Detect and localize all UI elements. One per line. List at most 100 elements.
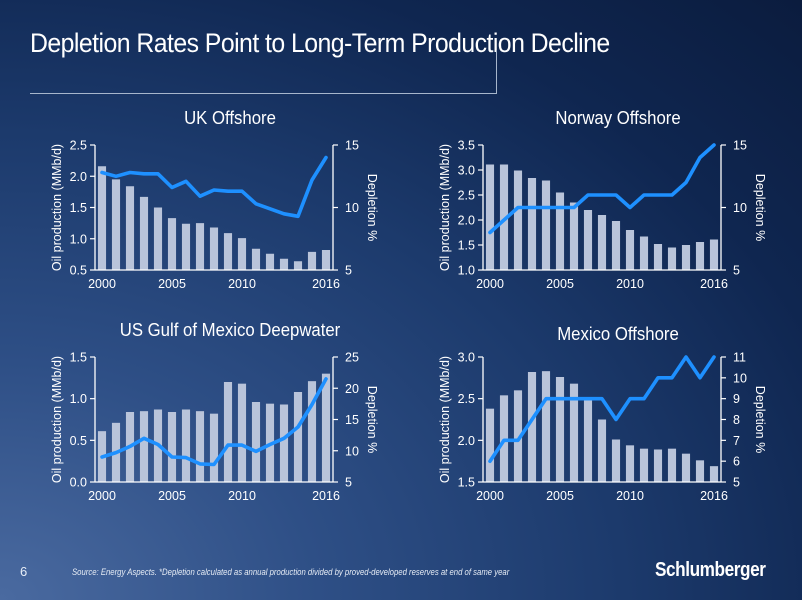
y2-axis-label: Depletion %: [753, 386, 767, 453]
bar-2003: [527, 372, 537, 482]
bar-2006: [569, 202, 579, 270]
bar-2006: [569, 383, 579, 482]
x-tick-label: 2016: [700, 489, 728, 503]
right-tick-label: 5: [345, 476, 352, 490]
bar-2012: [653, 449, 663, 482]
bar-2012: [653, 244, 663, 270]
bar-2003: [139, 411, 149, 482]
bar-2011: [251, 402, 261, 482]
x-tick-label: 2005: [158, 277, 186, 291]
left-tick-label: 2.0: [70, 170, 87, 184]
bar-2016: [321, 250, 331, 270]
bar-2005: [167, 218, 177, 270]
bar-2004: [153, 207, 163, 270]
right-tick-label: 20: [345, 382, 359, 396]
bar-2000: [97, 166, 107, 270]
chart-uk-offshore: UK Offshore 0.5 1.0 1.5 2.0 2.5 5 10 15 2000 2005…: [40, 108, 420, 318]
right-tick-label: 5: [733, 264, 740, 278]
bar-2011: [639, 448, 649, 482]
right-tick-label: 7: [733, 434, 740, 448]
bar-2016: [321, 373, 331, 482]
left-tick-label: 1.5: [458, 476, 475, 490]
x-tick-label: 2005: [546, 277, 574, 291]
right-tick-label: 10: [733, 371, 747, 385]
y-axis-label: Oil production (MMb/d): [50, 144, 64, 271]
x-tick-label: 2016: [312, 277, 340, 291]
bar-2007: [195, 223, 205, 270]
right-tick-label: 15: [733, 139, 747, 153]
right-tick-label: 5: [345, 264, 352, 278]
bar-2015: [307, 381, 317, 482]
left-tick-label: 3.5: [458, 139, 475, 153]
bar-2002: [513, 390, 523, 482]
chart-title: Norway Offshore: [555, 108, 681, 128]
y-axis-label: Oil production (MMb/d): [50, 356, 64, 483]
left-tick-label: 1.0: [458, 264, 475, 278]
bar-2014: [681, 453, 691, 482]
x-tick-label: 2005: [546, 489, 574, 503]
slide-title: Depletion Rates Point to Long-Term Produ…: [30, 28, 610, 58]
right-tick-label: 6: [733, 455, 740, 469]
title-divider: [30, 93, 497, 94]
bar-2003: [527, 178, 537, 270]
left-tick-label: 2.0: [458, 214, 475, 228]
y2-axis-label: Depletion %: [365, 386, 379, 453]
source-note: Source: Energy Aspects. *Depletion calcu…: [72, 567, 510, 577]
right-tick-label: 10: [345, 201, 359, 215]
x-tick-label: 2000: [476, 277, 504, 291]
bar-2013: [667, 247, 677, 270]
right-tick-label: 9: [733, 392, 740, 406]
bar-2010: [237, 238, 247, 270]
right-tick-label: 5: [733, 476, 740, 490]
schlumberger-logo: Schlumberger: [655, 559, 766, 581]
bar-2004: [541, 180, 551, 270]
left-tick-label: 1.5: [458, 239, 475, 253]
right-tick-label: 15: [345, 413, 359, 427]
bar-2001: [499, 164, 509, 270]
left-tick-label: 1.5: [70, 351, 87, 365]
bar-2002: [513, 170, 523, 270]
left-tick-label: 0.5: [70, 434, 87, 448]
bar-2008: [597, 215, 607, 270]
bar-2014: [293, 392, 303, 482]
left-tick-label: 2.0: [458, 434, 475, 448]
x-tick-label: 2010: [228, 489, 256, 503]
x-tick-label: 2010: [228, 277, 256, 291]
bar-2013: [279, 404, 289, 482]
x-tick-label: 2005: [158, 489, 186, 503]
bar-2002: [125, 186, 135, 270]
chart-title: Mexico Offshore: [557, 324, 679, 344]
right-tick-label: 10: [345, 444, 359, 458]
bar-2007: [583, 210, 593, 270]
y2-axis-label: Depletion %: [753, 174, 767, 241]
chart-title: UK Offshore: [184, 108, 276, 128]
left-tick-label: 1.0: [70, 232, 87, 246]
bar-2011: [251, 248, 261, 270]
bar-2011: [639, 236, 649, 270]
y-axis-label: Oil production (MMb/d): [438, 356, 452, 483]
bar-2010: [237, 383, 247, 482]
chart-title: US Gulf of Mexico Deepwater: [119, 320, 341, 340]
bar-2006: [181, 409, 191, 482]
left-tick-label: 2.5: [70, 139, 87, 153]
x-tick-label: 2000: [88, 489, 116, 503]
x-tick-label: 2010: [616, 489, 644, 503]
bar-2005: [555, 192, 565, 270]
chart-svg: 0.5 1.0 1.5 2.0 2.5 5 10 15 2000 2005 2010 2016 Oil …: [50, 139, 379, 292]
chart-mexico-offshore: Mexico Offshore 1.5 2.0 2.5 3.0 5 6 7 8 9 10 11 200…: [428, 320, 802, 530]
chart-svg: 1.0 1.5 2.0 2.5 3.0 3.5 5 10 15 2000 2005 2010 2016 O…: [438, 139, 767, 292]
right-tick-label: 25: [345, 351, 359, 365]
bar-2015: [695, 460, 705, 482]
chart-norway-offshore: Norway Offshore 1.0 1.5 2.0 2.5 3.0 3.5 5 10 15 2…: [428, 108, 802, 318]
bar-2016: [709, 239, 719, 270]
bar-2007: [195, 411, 205, 482]
chart-svg: 1.5 2.0 2.5 3.0 5 6 7 8 9 10 11 2000 2005 2010 2016 Oil…: [438, 351, 767, 504]
bar-2016: [709, 466, 719, 482]
y-axis-label: Oil production (MMb/d): [438, 144, 452, 271]
title-divider-vertical: [496, 50, 497, 94]
bar-2015: [695, 242, 705, 270]
bar-2005: [167, 412, 177, 482]
x-tick-label: 2016: [312, 489, 340, 503]
bar-2006: [181, 223, 191, 270]
bar-2000: [485, 408, 495, 482]
